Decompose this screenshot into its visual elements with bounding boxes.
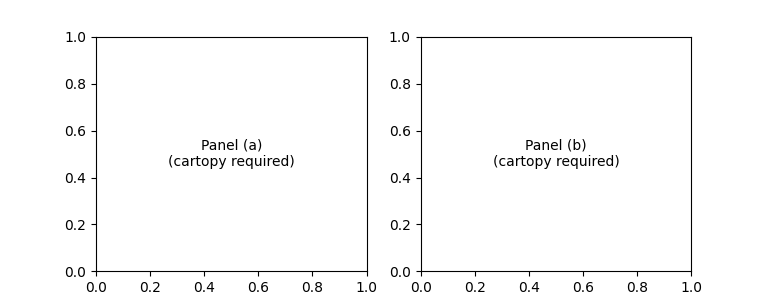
- Text: Panel (b)
(cartopy required): Panel (b) (cartopy required): [492, 139, 619, 169]
- Text: Panel (a)
(cartopy required): Panel (a) (cartopy required): [168, 139, 295, 169]
